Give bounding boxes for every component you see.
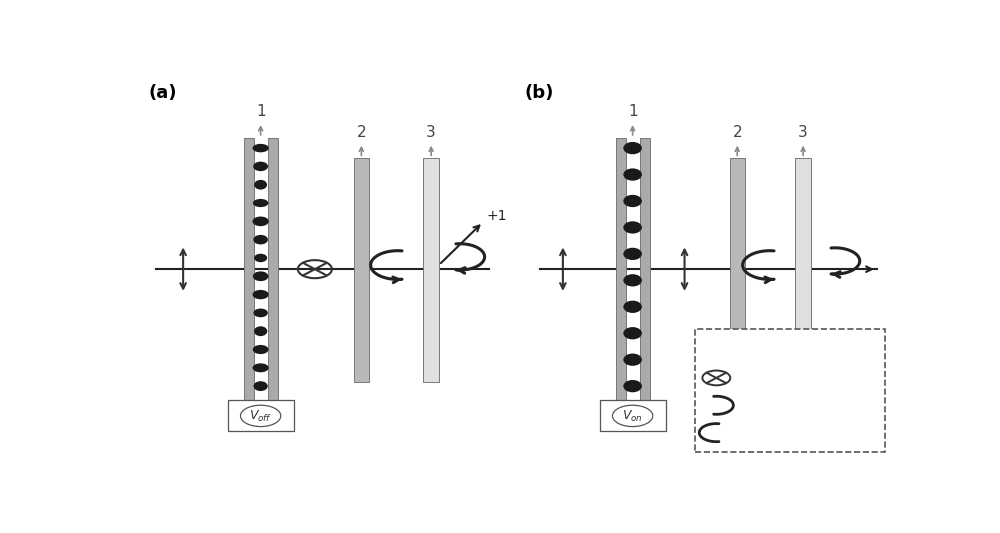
- Text: +1: +1: [486, 209, 507, 223]
- Circle shape: [612, 405, 653, 426]
- Ellipse shape: [253, 271, 268, 281]
- Text: 1: 1: [256, 104, 265, 119]
- Text: $V_{off}$: $V_{off}$: [249, 408, 272, 424]
- FancyBboxPatch shape: [695, 329, 885, 452]
- Ellipse shape: [623, 380, 642, 392]
- Ellipse shape: [253, 381, 268, 391]
- Text: 3: 3: [426, 125, 436, 140]
- Ellipse shape: [623, 142, 642, 154]
- Ellipse shape: [253, 216, 269, 226]
- Bar: [616, 138, 626, 400]
- Ellipse shape: [253, 161, 268, 171]
- Bar: [268, 138, 278, 400]
- Text: 3: 3: [798, 125, 808, 140]
- Ellipse shape: [253, 364, 269, 372]
- Text: 1: 1: [628, 104, 637, 119]
- Ellipse shape: [253, 199, 268, 207]
- Ellipse shape: [623, 274, 642, 287]
- Ellipse shape: [623, 327, 642, 340]
- Ellipse shape: [253, 290, 269, 299]
- Text: (b): (b): [524, 84, 554, 102]
- Ellipse shape: [623, 353, 642, 366]
- Ellipse shape: [623, 301, 642, 313]
- Text: TE线偏光: TE线偏光: [745, 344, 785, 357]
- Ellipse shape: [253, 345, 268, 354]
- Text: (a): (a): [148, 84, 177, 102]
- Ellipse shape: [623, 195, 642, 207]
- Ellipse shape: [254, 180, 267, 190]
- Ellipse shape: [252, 144, 269, 152]
- Bar: [354, 158, 369, 382]
- Ellipse shape: [254, 326, 267, 336]
- Bar: [730, 158, 745, 382]
- Text: 右旋圆偏光: 右旋圆偏光: [745, 426, 785, 439]
- Circle shape: [240, 405, 281, 426]
- Text: $V_{on}$: $V_{on}$: [622, 408, 643, 424]
- Bar: [423, 158, 439, 382]
- Ellipse shape: [623, 221, 642, 233]
- Ellipse shape: [623, 248, 642, 260]
- Bar: [795, 158, 811, 382]
- Text: 2: 2: [357, 125, 366, 140]
- Bar: [600, 400, 666, 431]
- Text: TM线偏光: TM线偏光: [745, 372, 788, 384]
- Ellipse shape: [254, 254, 267, 262]
- Bar: [640, 138, 650, 400]
- Text: 2: 2: [732, 125, 742, 140]
- Bar: [228, 400, 294, 431]
- Bar: [244, 138, 254, 400]
- Text: 左旋圆偏光: 左旋圆偏光: [745, 399, 785, 412]
- Ellipse shape: [623, 168, 642, 181]
- Ellipse shape: [253, 235, 268, 245]
- Ellipse shape: [253, 309, 268, 317]
